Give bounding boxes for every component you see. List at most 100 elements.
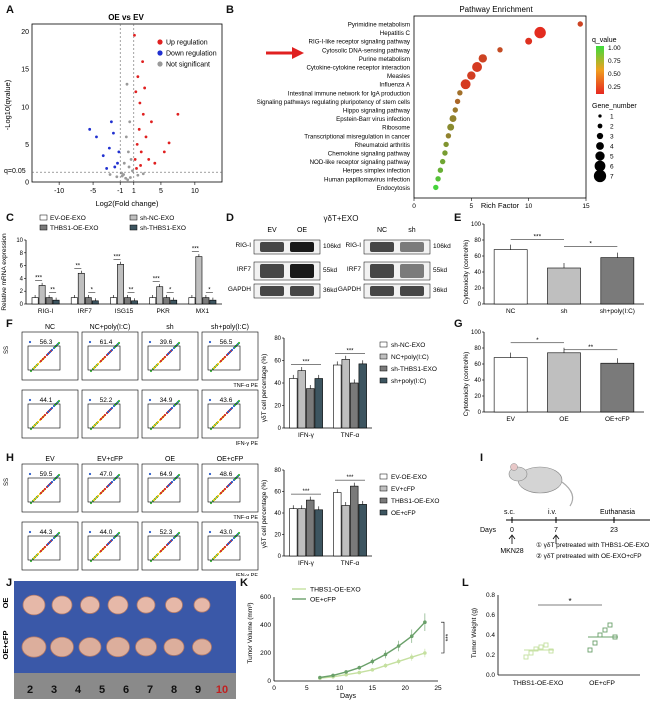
h-flow-dot-1-3-16 [230,538,234,542]
f-flow-dot-1-3-23 [219,417,223,421]
c-sig-3-1: * [169,288,172,294]
f-flow-dot-1-0-20 [48,408,52,412]
f-flow-dot-1-0-13 [29,427,33,431]
l-point-0-4 [543,642,549,648]
panel-e-ylabel: Cytotoxicity (control%) [463,240,470,305]
f-flow-dot-0-0-23 [39,359,43,363]
h-flow-dot-0-0-17 [57,473,61,477]
panel-label-b: B [226,4,234,16]
f-flow-dot-0-2-15 [163,355,167,359]
d-left-band-1-0 [260,264,284,278]
g-ytick-label-1: 20 [474,394,481,400]
g-bar-1 [547,352,581,413]
k-point-0-7 [409,655,414,659]
panel-label-j: J [6,577,13,589]
tumor-oecfp-5 [163,638,185,656]
panel-k-ylabel: Tumor Volume (mm³) [247,602,254,663]
h-flow-dot-1-0-13 [29,559,33,563]
f-flow-dot-0-1-17 [117,341,121,345]
a-point-1-8 [88,127,92,131]
schematic-sc: s.c. [504,509,515,516]
panel-l-ylabel: Tumor Weight (g) [471,608,478,658]
a-ytick-label-0: 0 [25,180,29,187]
f-flow-dot-0-3-18 [214,364,218,368]
h-flow-gate-1-2 [147,535,181,561]
h-flow-dot-1-2-21 [175,533,179,537]
f-flow-dot-0-0-22 [32,366,36,370]
panel-a-xlabel: Log2(Fold change) [96,199,159,208]
f-flow-gate-0-0 [27,345,61,371]
h-flow-dot-0-2-15 [163,487,167,491]
a-xtick-label-5: 10 [191,188,199,195]
h-flow-dot-1-1-23 [99,549,103,553]
l-point-0-1 [528,650,534,656]
g-cat-label-0: EV [506,416,515,423]
f-flow-dot-0-1-24 [106,352,110,356]
c-ytick-label-3: 6 [20,264,24,270]
b-pathway-label-6: Measles [387,73,410,80]
b-legend-gene-tick-2: 3 [610,134,614,141]
panel-label-g: G [454,318,463,330]
hb-bar-0-3 [314,509,323,557]
h-axis-top: TNF-α PE [233,515,258,521]
f-flow-dot-1-0-15 [43,413,47,417]
h-flow-dot-0-0-16 [50,480,54,484]
ruler-number-8: 10 [216,684,228,696]
d-right-kd-0: 106kd [433,243,451,250]
hb-bar-1-2 [350,485,359,557]
f-flow-dot-1-1-22 [92,424,96,428]
fb-ytick-label-1: 20 [274,404,281,410]
h-flow-dot-1-1-24 [106,542,110,546]
h-flow-dot-0-0-18 [34,496,38,500]
f-flow-gate-0-3 [207,345,241,371]
b-pathway-label-18: Human papillomavirus infection [324,176,411,183]
b-pathway-dot-4 [478,54,487,63]
c-sig-1-1: * [91,288,94,294]
tumor-oe-5 [165,596,183,614]
h-flow-dot-0-3-18 [214,496,218,500]
h-ss-label: SS [4,478,10,486]
h-flow-dot-1-3-14 [216,552,220,556]
e-ytick-label-2: 40 [474,270,481,276]
h-flow-dot-1-3-18 [214,554,218,558]
f-flow-dot-0-0-24 [46,352,50,356]
d-right-band-1-1 [400,264,424,278]
b-pathway-dot-0 [577,21,583,27]
fb-legend-label-0: sh-NC-EXO [391,342,425,349]
h-flow-dot-0-3-0 [208,472,212,476]
panel-j-tumor-photo: 2 3 4 5 6 7 8 9 10 OE OE+cFP [1,581,236,699]
k-xtick-label-4: 20 [402,685,410,692]
h-flow-dot-0-1-21 [115,475,119,479]
h-flow-dot-0-2-19 [161,489,165,493]
b-legend-q-title: q_value [592,37,617,44]
b-pathway-dot-11 [449,115,457,123]
c-sig-0-1: ** [50,288,55,294]
h-flow-dot-1-3-20 [228,540,232,544]
l-point-1-2 [597,632,603,638]
h-flow-dot-1-2-14 [156,552,160,556]
a-point-2-17 [125,82,129,86]
panel-label-f: F [6,318,13,330]
schematic-euthanasia: Euthanasia [600,509,635,516]
l-point-0-3 [538,644,544,650]
hb-sig-1: *** [346,475,354,481]
b-legend-gene-tick-5: 6 [610,164,614,171]
h-flow-dot-0-2-18 [154,496,158,500]
b-pathway-label-10: Hippo signaling pathway [343,108,411,115]
f-flow-dot-0-2-23 [159,359,163,363]
d-right-band-0-1 [400,242,424,252]
b-legend-gene-dot-2 [596,132,604,140]
f-flow-dot-0-2-24 [166,352,170,356]
h-flow-dot-0-2-21 [175,475,179,479]
f-flow-dot-0-3-0 [208,340,212,344]
c-ytick-label-1: 2 [20,289,24,295]
h-flow-gate-0-3 [207,477,241,503]
hb-legend-label-1: EV+cFP [391,486,415,493]
b-pathway-dot-12 [447,123,455,131]
a-xtick-label-0: -10 [54,188,64,195]
a-point-0-13 [176,112,180,116]
a-point-0-19 [143,86,147,90]
panel-k-tumor-volume: 0 5 10 15 20 25 0 200 400 600 THBS1-OE-EXO OE+cFP **… [247,587,452,701]
f-flow-dot-0-2-19 [161,357,165,361]
f-flow-dot-0-2-13 [149,369,153,373]
